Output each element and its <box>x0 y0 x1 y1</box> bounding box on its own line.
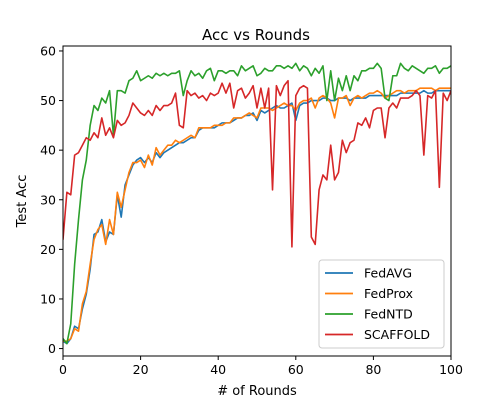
x-axis: 0 20 40 60 80 100 <box>59 356 463 377</box>
series-line-fedprox <box>63 87 451 342</box>
y-axis: 0 10 20 30 40 50 60 <box>40 43 63 356</box>
y-tick-label: 20 <box>40 242 56 257</box>
x-tick-label: 0 <box>59 362 67 377</box>
x-axis-label: # of Rounds <box>217 384 297 399</box>
series-line-fedntd <box>63 62 451 345</box>
x-tick-label: 20 <box>133 362 149 377</box>
x-tick-label: 100 <box>439 362 463 377</box>
plot-frame <box>62 45 452 357</box>
legend-label-fedntd: FedNTD <box>364 307 413 322</box>
y-tick-label: 40 <box>40 143 56 158</box>
legend-box <box>318 259 445 349</box>
y-tick-label: 60 <box>40 43 56 58</box>
legend-label-fedprox: FedProx <box>364 286 413 301</box>
x-tick-label: 60 <box>288 362 304 377</box>
x-tick-label: 40 <box>210 362 226 377</box>
y-tick-label: 30 <box>40 192 56 207</box>
x-tick-label: 80 <box>365 362 381 377</box>
legend-label-fedavg: FedAVG <box>364 266 412 281</box>
series-line-scaffold <box>63 79 451 248</box>
y-tick-label: 50 <box>40 93 56 108</box>
legend: FedAVG FedProx FedNTD SCAFFOLD <box>318 259 445 349</box>
y-tick-label: 0 <box>48 341 56 356</box>
y-axis-label: Test Acc <box>15 175 30 229</box>
chart-title: Acc vs Rounds <box>202 26 310 44</box>
legend-label-scaffold: SCAFFOLD <box>364 327 430 342</box>
y-tick-label: 10 <box>40 291 56 306</box>
